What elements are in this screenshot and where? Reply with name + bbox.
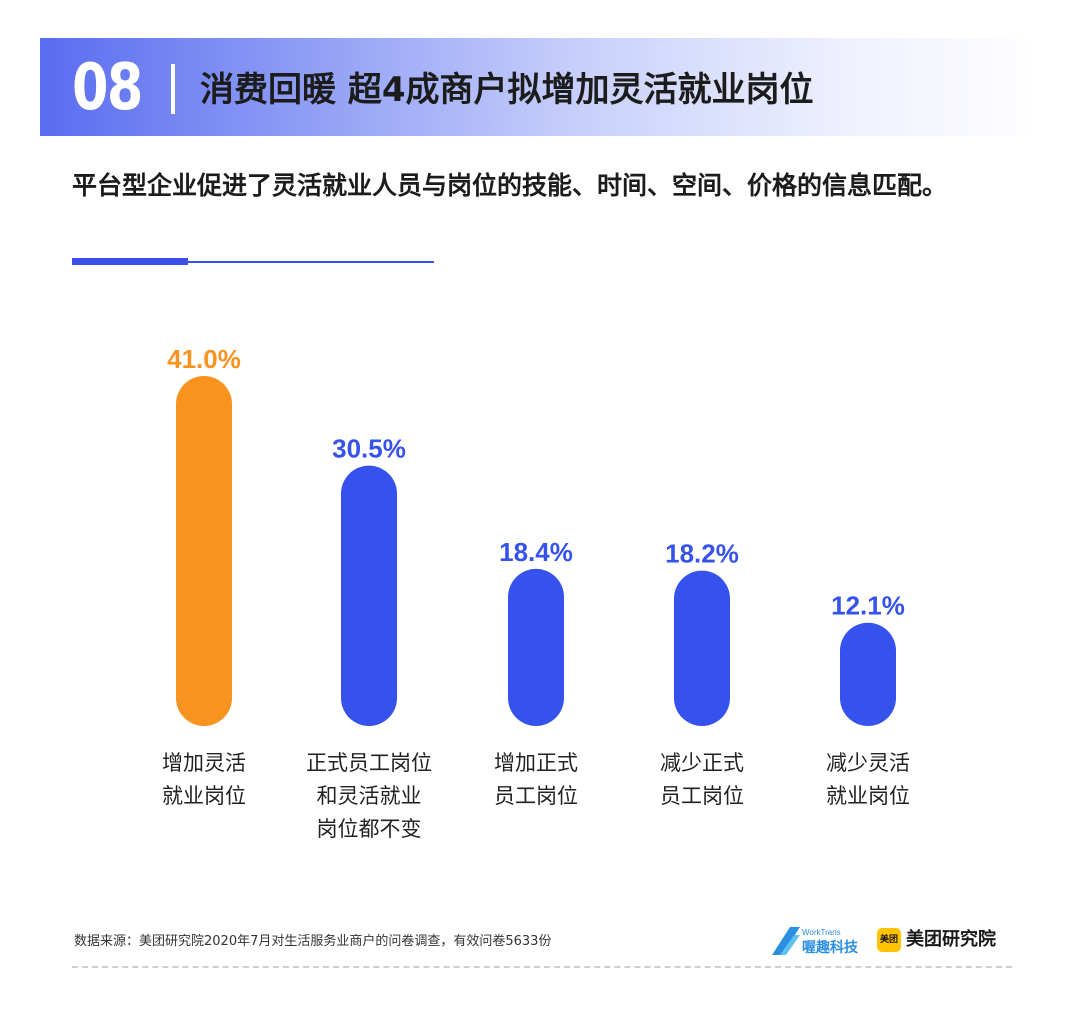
category-label-2: 正式员工岗位和灵活就业岗位都不变 xyxy=(306,751,432,841)
page-title: 消费回暖 超4成商户拟增加灵活就业岗位 xyxy=(200,70,814,110)
header-band xyxy=(40,38,1040,136)
worktrans-logo-name: 喔趣科技 xyxy=(802,939,859,956)
value-label-4: 18.2% xyxy=(665,539,739,569)
category-label-1: 增加灵活就业岗位 xyxy=(162,751,246,808)
value-label-2: 30.5% xyxy=(332,434,406,464)
meituan-logo: 美团 美团研究院 xyxy=(877,928,996,956)
section-number: 08 xyxy=(72,51,143,125)
value-label-5: 12.1% xyxy=(831,591,905,621)
footer-dashed-line xyxy=(72,966,1012,968)
category-label-4: 减少正式员工岗位 xyxy=(660,751,744,808)
worktrans-logo-mark-accent xyxy=(780,935,800,955)
worktrans-logo-small: WorkTrans xyxy=(802,928,841,937)
meituan-badge-text: 美团 xyxy=(879,935,898,945)
value-label-3: 18.4% xyxy=(499,537,573,567)
bar-chart: 41.0% 增加灵活就业岗位 30.5% 正式员工岗位和灵活就业岗位都不变 18.4% 增… xyxy=(162,344,910,841)
bar-4 xyxy=(674,570,730,726)
bar-2 xyxy=(341,465,397,726)
meituan-logo-name: 美团研究院 xyxy=(906,929,996,950)
bar-3 xyxy=(508,568,564,726)
subtitle: 平台型企业促进了灵活就业人员与岗位的技能、时间、空间、价格的信息匹配。 xyxy=(72,171,948,200)
data-source-note: 数据来源：美团研究院2020年7月对生活服务业商户的问卷调查，有效问卷5633份 xyxy=(74,934,552,949)
worktrans-logo-mark xyxy=(772,927,800,955)
category-label-3: 增加正式员工岗位 xyxy=(494,751,578,808)
bar-1 xyxy=(176,376,232,726)
worktrans-logo: WorkTrans 喔趣科技 xyxy=(772,927,859,956)
bar-5 xyxy=(840,622,896,726)
subtitle-underline-accent xyxy=(72,258,188,265)
header-divider xyxy=(171,64,175,114)
value-label-1: 41.0% xyxy=(167,344,241,374)
meituan-badge-icon: 美团 xyxy=(877,928,901,952)
category-label-5: 减少灵活就业岗位 xyxy=(826,751,910,808)
subtitle-underline xyxy=(72,261,434,263)
